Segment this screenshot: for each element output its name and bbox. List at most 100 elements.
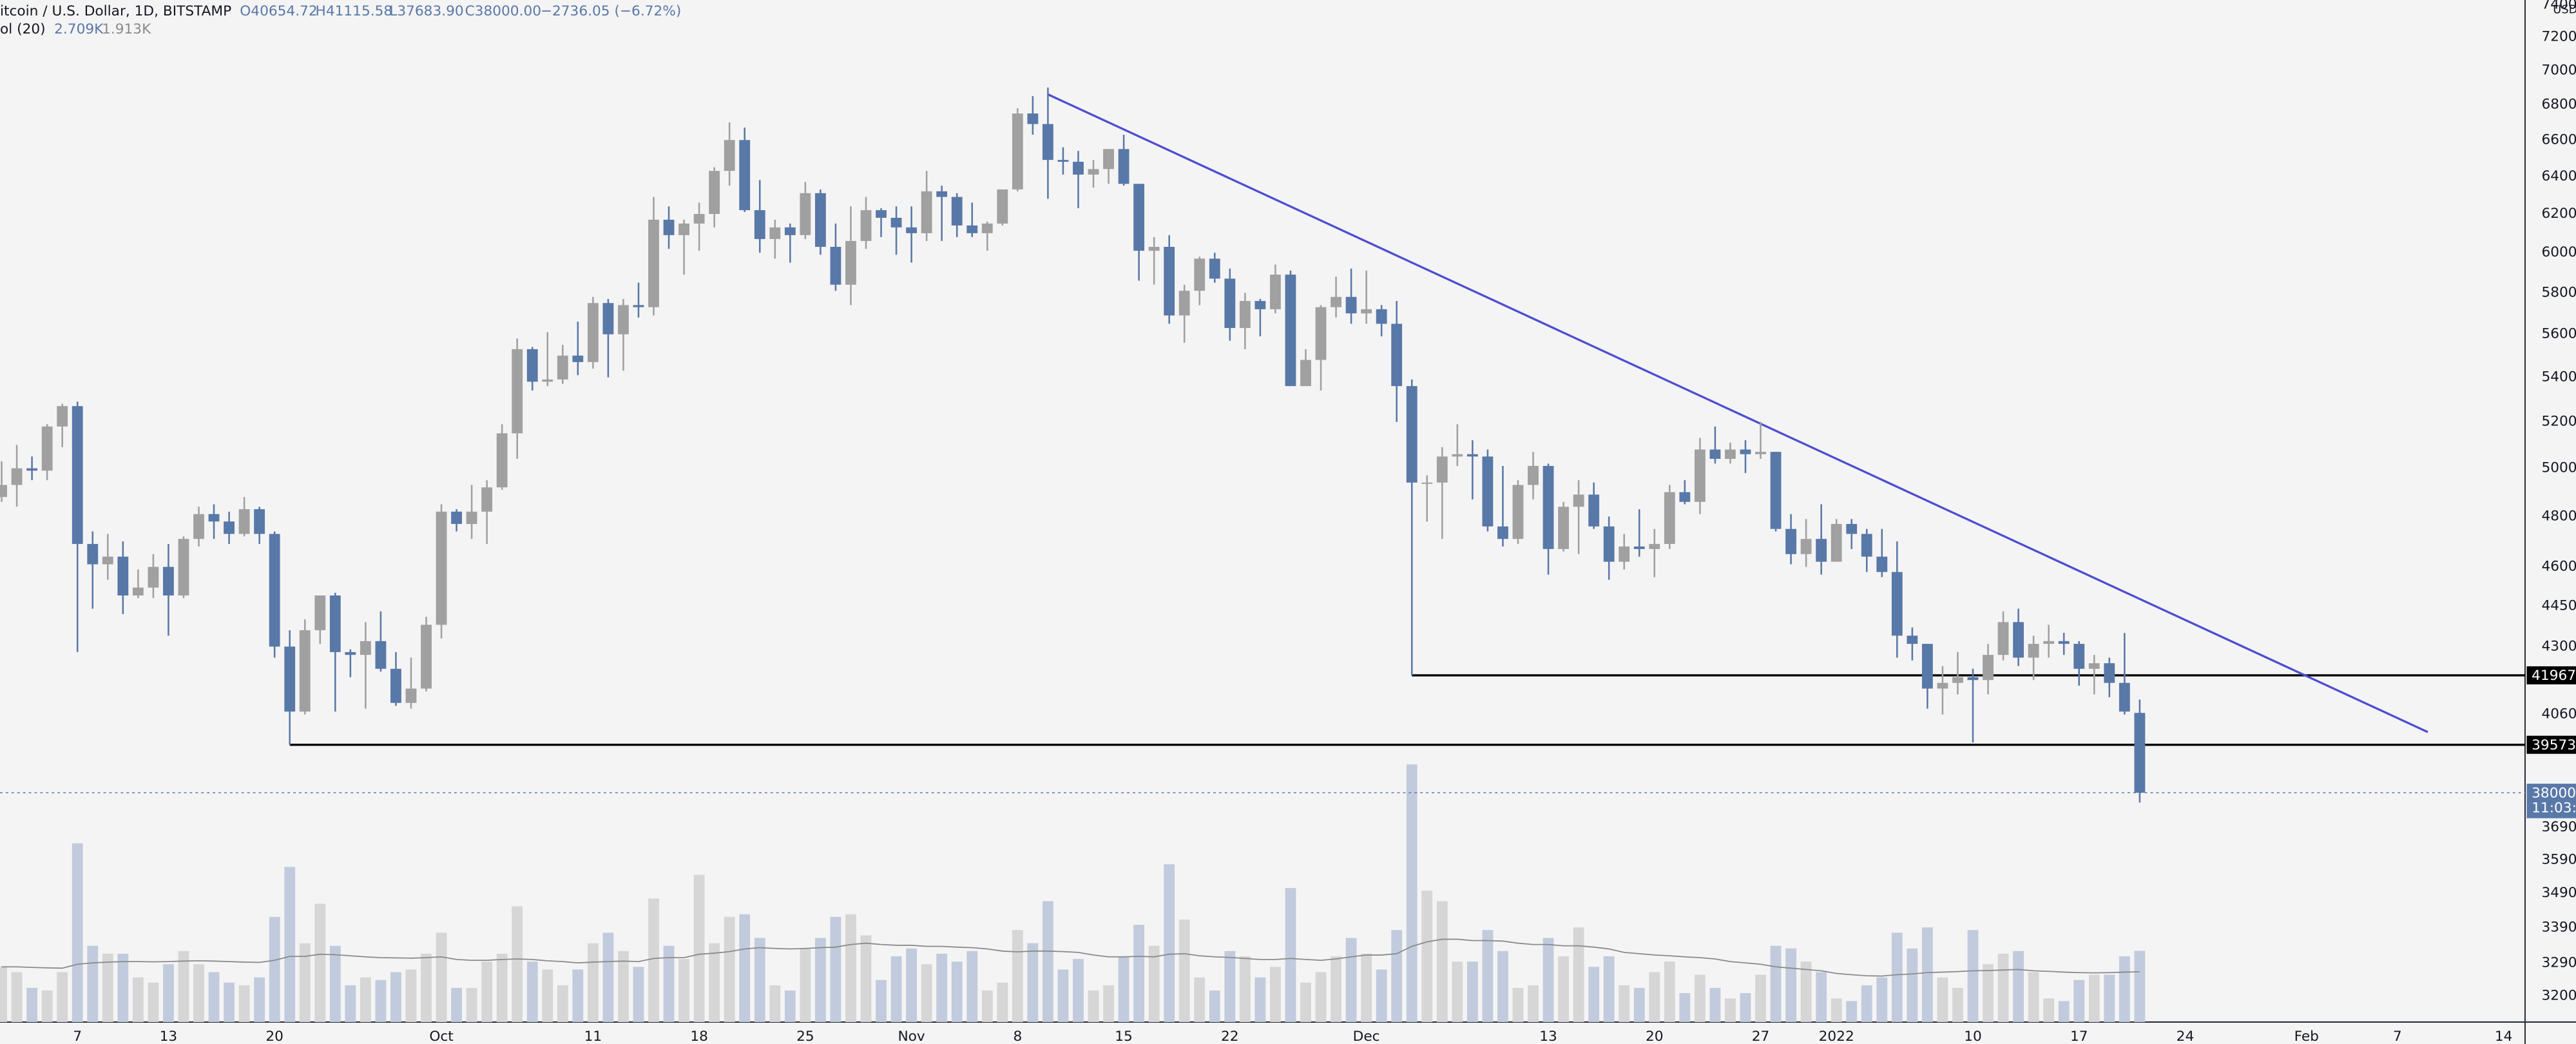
candle-body bbox=[1770, 452, 1782, 529]
volume-bar bbox=[1649, 972, 1660, 1022]
candle-body bbox=[936, 191, 948, 197]
candle-body bbox=[208, 514, 220, 522]
candle-body bbox=[1967, 677, 1979, 681]
candle-body bbox=[1664, 492, 1675, 545]
volume-bar bbox=[663, 945, 675, 1022]
candle-body bbox=[26, 468, 38, 471]
volume-bar bbox=[1831, 998, 1842, 1022]
volume-bar bbox=[0, 967, 7, 1022]
volume-bar bbox=[314, 904, 326, 1022]
volume-bar bbox=[390, 972, 401, 1022]
volume-bar bbox=[557, 985, 568, 1022]
candle-body bbox=[1254, 301, 1266, 309]
y-tick-label: 64000.00 bbox=[2541, 168, 2576, 184]
volume-bar bbox=[2028, 972, 2039, 1022]
volume-bar bbox=[1345, 938, 1357, 1022]
candle-body bbox=[1543, 465, 1554, 549]
volume-bar bbox=[769, 985, 781, 1022]
price-line-label: 39573 bbox=[2532, 737, 2576, 753]
candle-body bbox=[238, 509, 250, 534]
volume-bar bbox=[193, 964, 204, 1022]
volume-bar bbox=[1907, 948, 1918, 1022]
last-price-label: 38000 bbox=[2532, 785, 2576, 801]
volume-bar bbox=[1709, 987, 1721, 1022]
volume-bar bbox=[421, 953, 432, 1022]
candle-body bbox=[724, 140, 735, 171]
candle-body bbox=[1133, 184, 1145, 251]
volume-bar bbox=[496, 953, 508, 1022]
candle-body bbox=[572, 355, 584, 362]
candle-body bbox=[496, 433, 508, 488]
volume-bar bbox=[633, 967, 644, 1022]
x-tick-label: 14 bbox=[2495, 1029, 2513, 1044]
volume-bar bbox=[1164, 864, 1175, 1022]
candle-body bbox=[1421, 482, 1433, 484]
x-tick-label: 15 bbox=[1115, 1029, 1133, 1044]
volume-bar bbox=[1209, 990, 1220, 1022]
volume-bar bbox=[1800, 962, 1812, 1022]
volume-bar bbox=[1740, 993, 1751, 1022]
ohlc-legend-item: −2736.05 (−6.72%) bbox=[541, 3, 681, 19]
volume-bar bbox=[1891, 933, 1903, 1022]
x-tick-label: 10 bbox=[1964, 1029, 1982, 1044]
candle-body bbox=[1603, 526, 1615, 562]
volume-bar bbox=[1952, 987, 1963, 1022]
candle-body bbox=[1937, 682, 1948, 689]
candle-body bbox=[1558, 507, 1569, 549]
candle-body bbox=[512, 349, 523, 434]
volume-bar bbox=[1436, 901, 1448, 1022]
volume-bar bbox=[890, 956, 902, 1022]
candle-body bbox=[2134, 713, 2146, 793]
price-label-box bbox=[2526, 735, 2576, 754]
candle-body bbox=[436, 511, 447, 625]
volume-bar bbox=[117, 953, 129, 1022]
volume-bar bbox=[1103, 985, 1114, 1022]
volume-bar bbox=[26, 987, 38, 1022]
volume-bar bbox=[1603, 956, 1615, 1022]
candle-body bbox=[2073, 644, 2085, 669]
candle-body bbox=[1633, 546, 1645, 549]
x-tick-label: 17 bbox=[2070, 1029, 2088, 1044]
candle-body bbox=[2119, 682, 2130, 712]
candle-body bbox=[375, 641, 387, 669]
volume-bar bbox=[1633, 987, 1645, 1022]
y-tick-label: 46000.00 bbox=[2541, 559, 2576, 575]
candle-body bbox=[845, 240, 856, 285]
y-tick-label: 54000.00 bbox=[2541, 369, 2576, 385]
x-tick-label: Oct bbox=[429, 1029, 453, 1044]
candle-body bbox=[1027, 113, 1039, 124]
volume-bar bbox=[724, 916, 735, 1022]
candle-body bbox=[41, 426, 53, 471]
volume-bar bbox=[1558, 956, 1569, 1022]
candle-body bbox=[800, 193, 811, 235]
volume-bar bbox=[1300, 982, 1311, 1022]
volume-bar bbox=[936, 953, 948, 1022]
volume-bar bbox=[1270, 967, 1281, 1022]
volume-bar bbox=[2088, 974, 2100, 1022]
candle-body bbox=[1148, 247, 1160, 251]
axes: 74000.00 72000.00 70000.00 68000.00 66000.00… bbox=[73, 0, 2576, 1044]
volume-bar bbox=[1770, 945, 1782, 1022]
volume-bar bbox=[951, 962, 963, 1022]
candle-body bbox=[1649, 544, 1660, 549]
volume-bar bbox=[208, 972, 220, 1022]
candle-body bbox=[299, 630, 311, 712]
volume-bar bbox=[1118, 956, 1129, 1022]
volume-bar bbox=[2104, 974, 2115, 1022]
y-tick-label: 70000.00 bbox=[2541, 62, 2576, 78]
y-tick-label: 32900.00 bbox=[2541, 954, 2576, 971]
candle-body bbox=[163, 566, 174, 596]
volume-bar bbox=[466, 987, 477, 1022]
candle-body bbox=[451, 511, 462, 525]
candle-body bbox=[1057, 160, 1069, 162]
y-tick-label: 33900.00 bbox=[2541, 920, 2576, 936]
price-pane bbox=[0, 87, 2525, 803]
volume-bar bbox=[375, 980, 387, 1022]
volume-bar bbox=[1679, 993, 1691, 1022]
candle-body bbox=[1876, 556, 1888, 572]
candle-body bbox=[405, 688, 417, 703]
candle-body bbox=[663, 219, 675, 235]
candle-body bbox=[1800, 539, 1812, 554]
candle-body bbox=[1452, 454, 1463, 457]
